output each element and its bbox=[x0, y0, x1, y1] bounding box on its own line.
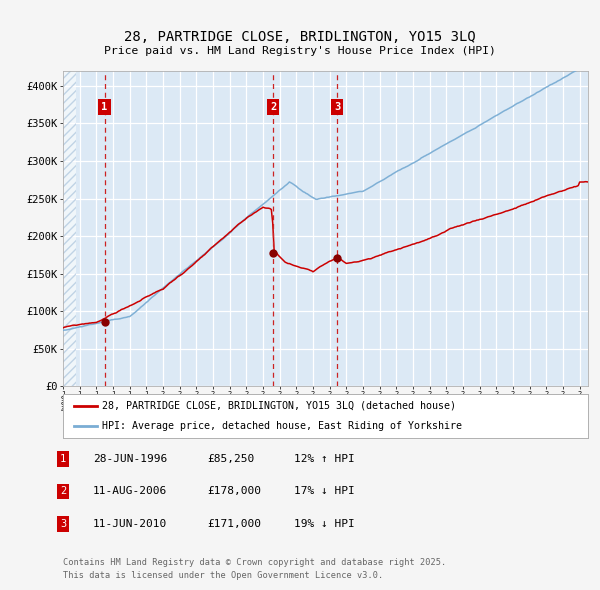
Text: 28-JUN-1996: 28-JUN-1996 bbox=[93, 454, 167, 464]
Text: 3: 3 bbox=[60, 519, 66, 529]
Text: Price paid vs. HM Land Registry's House Price Index (HPI): Price paid vs. HM Land Registry's House … bbox=[104, 46, 496, 56]
Text: 28, PARTRIDGE CLOSE, BRIDLINGTON, YO15 3LQ: 28, PARTRIDGE CLOSE, BRIDLINGTON, YO15 3… bbox=[124, 30, 476, 44]
Text: 1: 1 bbox=[101, 102, 107, 112]
Text: 11-AUG-2006: 11-AUG-2006 bbox=[93, 487, 167, 496]
Text: 2: 2 bbox=[60, 487, 66, 496]
Text: 1: 1 bbox=[60, 454, 66, 464]
Text: HPI: Average price, detached house, East Riding of Yorkshire: HPI: Average price, detached house, East… bbox=[103, 421, 463, 431]
Text: 11-JUN-2010: 11-JUN-2010 bbox=[93, 519, 167, 529]
Text: 17% ↓ HPI: 17% ↓ HPI bbox=[294, 487, 355, 496]
Text: 2: 2 bbox=[270, 102, 276, 112]
Text: 3: 3 bbox=[334, 102, 340, 112]
Text: £178,000: £178,000 bbox=[207, 487, 261, 496]
Text: 12% ↑ HPI: 12% ↑ HPI bbox=[294, 454, 355, 464]
Text: This data is licensed under the Open Government Licence v3.0.: This data is licensed under the Open Gov… bbox=[63, 571, 383, 579]
Text: Contains HM Land Registry data © Crown copyright and database right 2025.: Contains HM Land Registry data © Crown c… bbox=[63, 558, 446, 566]
Text: £85,250: £85,250 bbox=[207, 454, 254, 464]
Text: 28, PARTRIDGE CLOSE, BRIDLINGTON, YO15 3LQ (detached house): 28, PARTRIDGE CLOSE, BRIDLINGTON, YO15 3… bbox=[103, 401, 457, 411]
Text: £171,000: £171,000 bbox=[207, 519, 261, 529]
Text: 19% ↓ HPI: 19% ↓ HPI bbox=[294, 519, 355, 529]
